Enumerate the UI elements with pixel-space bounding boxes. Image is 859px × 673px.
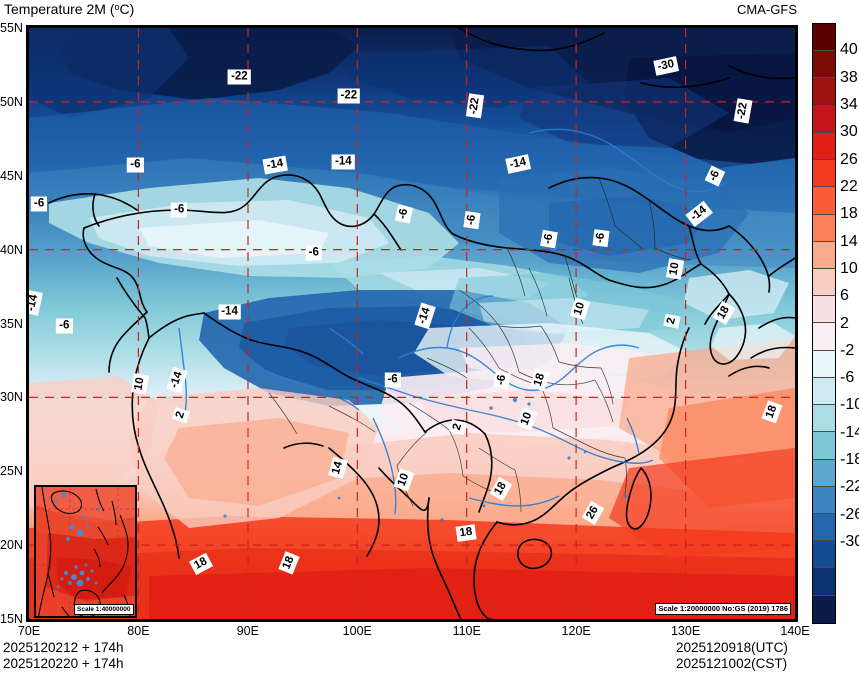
title-unit-suffix: C) xyxy=(119,1,135,17)
model-label: CMA-GFS xyxy=(737,2,797,17)
contour-label: -6 xyxy=(463,210,482,230)
colorbar-segment xyxy=(813,405,835,433)
title-text: Temperature 2M ( xyxy=(4,1,115,17)
colorbar-tick-label: 30 xyxy=(840,123,858,141)
colorbar-segment xyxy=(813,160,835,188)
colorbar-tick-label: 22 xyxy=(840,177,858,195)
colorbar-segment xyxy=(813,513,835,542)
colorbar[interactable] xyxy=(812,23,836,624)
lat-tick-25N: 25N xyxy=(0,464,23,479)
colorbar-tick-label: -2 xyxy=(840,341,855,359)
inset-scale-label: Scale 1:40000000 xyxy=(74,604,134,615)
lon-tick-100E: 100E xyxy=(342,624,372,638)
contour-label: -6 xyxy=(127,157,144,173)
colorbar-segment xyxy=(813,105,835,133)
contour-label: -6 xyxy=(384,372,401,388)
contour-label: 10 xyxy=(665,258,684,280)
colorbar-tick-label: 14 xyxy=(840,232,858,250)
colorbar-tick-label: 40 xyxy=(840,41,858,59)
lon-tick-120E: 120E xyxy=(561,624,591,638)
contour-label: 18 xyxy=(455,524,477,542)
inset-map-south-china-sea[interactable]: Scale 1:40000000 xyxy=(34,485,137,618)
colorbar-tick-label: 10 xyxy=(840,259,858,277)
colorbar-segment xyxy=(813,132,835,161)
lat-tick-50N: 50N xyxy=(0,94,23,109)
colorbar-segment xyxy=(813,214,835,242)
colorbar-tick-label: 38 xyxy=(840,68,858,86)
colorbar-segment xyxy=(813,241,835,269)
colorbar-tick-label: -30 xyxy=(840,533,859,551)
contour-label: -14 xyxy=(332,154,355,170)
contour-label: -22 xyxy=(228,69,251,85)
lat-tick-35N: 35N xyxy=(0,316,23,331)
contour-label: -6 xyxy=(56,318,73,334)
colorbar-segment xyxy=(813,432,835,460)
colorbar-segment xyxy=(813,323,835,351)
colorbar-segment xyxy=(813,296,835,324)
lon-tick-70E: 70E xyxy=(17,624,41,638)
colorbar-tick-label: -10 xyxy=(840,396,859,414)
contour-label: -6 xyxy=(305,245,322,261)
lat-tick-15N: 15N xyxy=(0,612,23,626)
valid-time-cst: 2025121002(CST) xyxy=(676,656,788,671)
colorbar-tick-label: 18 xyxy=(840,205,858,223)
colorbar-tick-label: 34 xyxy=(840,95,858,113)
colorbar-tick-label: -6 xyxy=(840,369,855,387)
lon-tick-110E: 110E xyxy=(452,624,481,638)
lat-tick-40N: 40N xyxy=(0,242,23,257)
colorbar-tick-label: -14 xyxy=(840,423,859,441)
temperature-map xyxy=(29,28,795,619)
contour-label: -6 xyxy=(31,196,48,212)
lat-tick-55N: 55N xyxy=(0,21,23,35)
colorbar-segment xyxy=(813,78,835,106)
valid-time-utc: 2025120918(UTC) xyxy=(676,640,788,655)
init-time-line-2: 2025120220 + 174h xyxy=(3,656,124,671)
colorbar-segment xyxy=(813,377,835,406)
contour-label: -6 xyxy=(493,370,511,389)
contour-label: -6 xyxy=(592,228,609,247)
colorbar-tick-label: 6 xyxy=(840,287,849,305)
colorbar-segment xyxy=(813,350,835,378)
init-time-line-1: 2025120212 + 174h xyxy=(3,640,124,655)
map-frame[interactable]: -22 -22 -22 -30 -22 -6 -14 -14 -14 -6 -6 -6 -14 -6 -6-… xyxy=(26,25,798,622)
colorbar-tick-label: -22 xyxy=(840,478,859,496)
lon-tick-80E: 80E xyxy=(127,624,150,638)
contour-label: -22 xyxy=(465,94,484,119)
contour-label: 10 xyxy=(130,373,149,395)
inset-map-canvas xyxy=(36,487,135,616)
colorbar-segment xyxy=(813,51,835,79)
degree-symbol: o xyxy=(114,2,120,12)
lon-tick-140E: 140E xyxy=(780,624,810,638)
contour-label: -6 xyxy=(171,202,188,218)
lon-tick-130E: 130E xyxy=(670,624,701,638)
contour-label: -6 xyxy=(540,229,558,249)
lat-tick-20N: 20N xyxy=(0,538,23,553)
colorbar-segment xyxy=(813,459,835,487)
colorbar-segment xyxy=(813,486,835,514)
colorbar-tick-label: 2 xyxy=(840,314,849,332)
map-scale-label: Scale 1:20000000 No:GS (2019) 1786 xyxy=(655,603,791,615)
colorbar-segment xyxy=(813,24,835,52)
lat-tick-30N: 30N xyxy=(0,390,23,405)
page-title: Temperature 2M (oC) xyxy=(4,1,134,17)
colorbar-tick-label: -18 xyxy=(840,451,859,469)
colorbar-segment xyxy=(813,595,835,623)
colorbar-tick-label: -26 xyxy=(840,505,859,523)
colorbar-segment xyxy=(813,568,835,596)
contour-label: -6 xyxy=(394,204,413,224)
lat-tick-45N: 45N xyxy=(0,168,23,183)
colorbar-segment xyxy=(813,541,835,569)
lon-tick-90E: 90E xyxy=(236,624,259,638)
colorbar-tick-label: 26 xyxy=(840,150,858,168)
contour-label: -14 xyxy=(218,304,241,320)
chart-header: Temperature 2M (oC) CMA-GFS xyxy=(0,0,859,20)
contour-label: -22 xyxy=(337,88,361,104)
colorbar-segment xyxy=(813,187,835,215)
colorbar-segment xyxy=(813,268,835,297)
contour-label: 2 xyxy=(662,312,681,329)
